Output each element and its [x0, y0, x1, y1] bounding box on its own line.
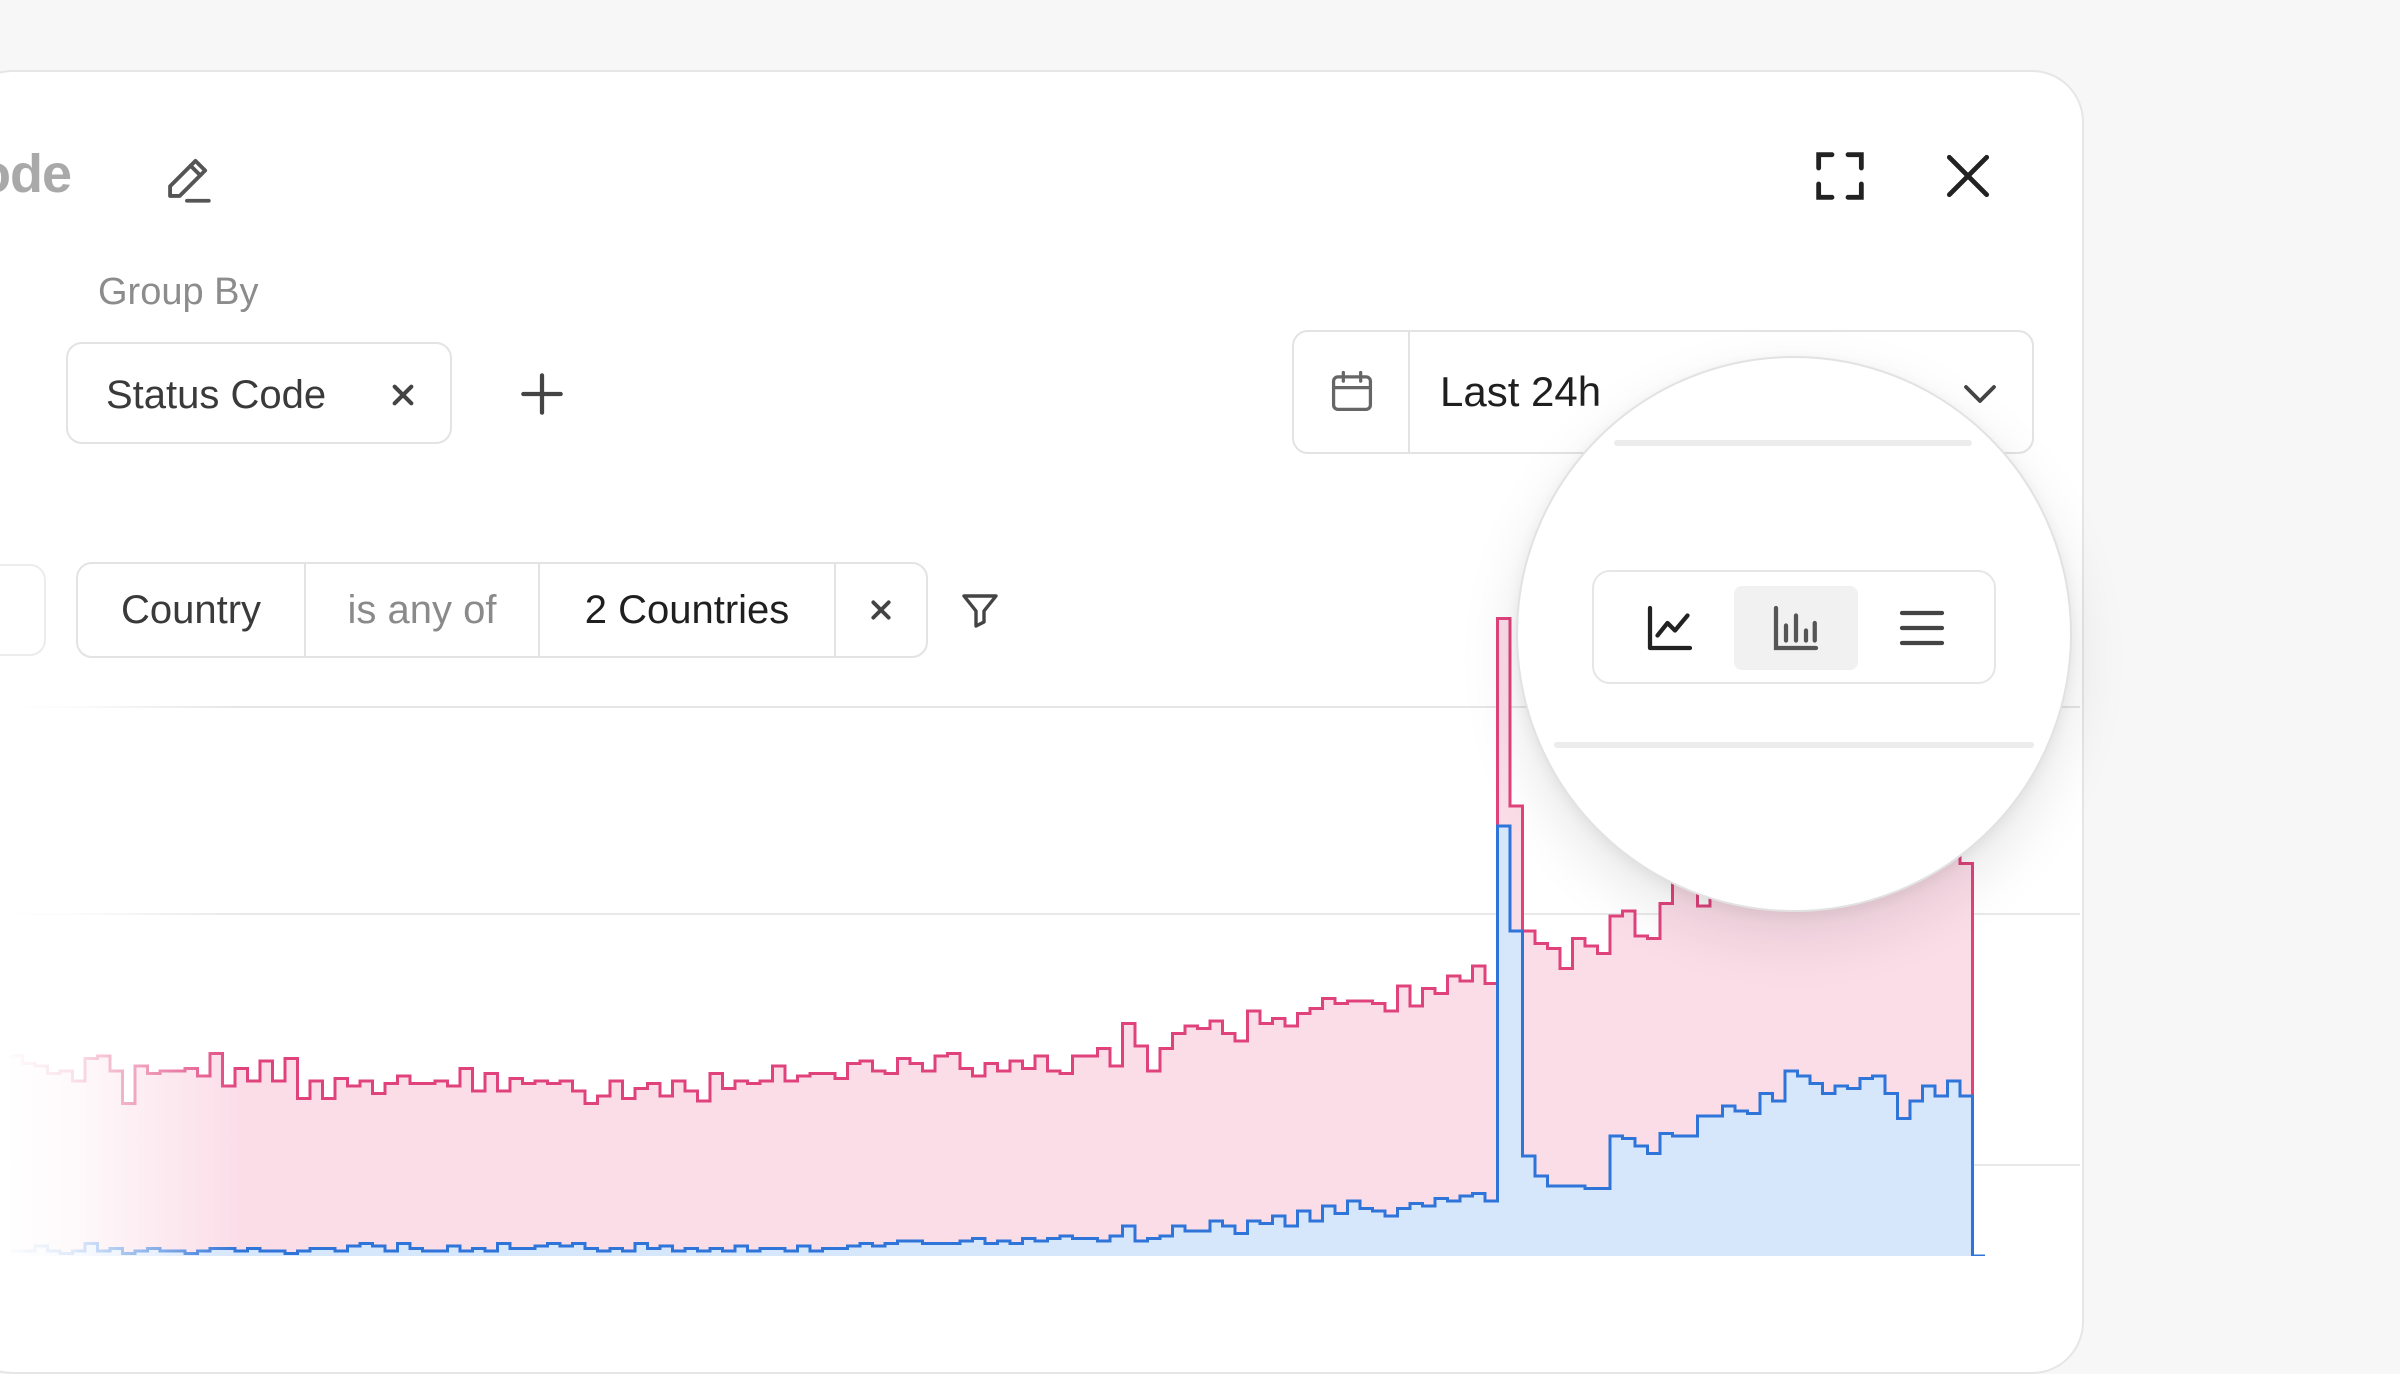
funnel-icon — [962, 594, 998, 628]
list-icon — [1899, 610, 1945, 646]
edit-title-button[interactable] — [158, 150, 216, 208]
close-icon — [1946, 154, 1990, 198]
page-title: ode — [0, 144, 72, 204]
magnifier-divider — [1554, 742, 2034, 748]
series-b-fill — [10, 826, 1985, 1256]
add-group-button[interactable] — [510, 362, 574, 426]
close-icon — [392, 384, 414, 406]
remove-group-button[interactable] — [378, 370, 428, 420]
chevron-down-icon — [1964, 385, 1996, 403]
magnifier-callout — [1516, 356, 2072, 912]
calendar-icon — [1331, 370, 1373, 411]
group-by-chip: Status Code — [66, 342, 452, 444]
date-range-icon-cell — [1294, 332, 1410, 452]
section-divider — [0, 706, 2080, 708]
series-a-fill — [10, 618, 1985, 1256]
magnifier-divider — [1614, 440, 1972, 446]
previous-filter-button[interactable] — [0, 564, 46, 656]
line-chart-icon — [1647, 605, 1693, 651]
group-by-label: Group By — [98, 271, 259, 313]
date-range-value: Last 24h — [1440, 368, 1602, 415]
bar-view-button[interactable] — [1734, 586, 1858, 670]
remove-filter-button[interactable] — [836, 564, 926, 656]
group-by-chip-label: Status Code — [106, 373, 327, 417]
close-icon — [871, 600, 891, 620]
list-view-button[interactable] — [1860, 586, 1984, 670]
view-toggle — [1592, 570, 1996, 684]
close-button[interactable] — [1936, 144, 2000, 208]
series-a-line — [10, 617, 1985, 1256]
bar-chart-icon — [1773, 605, 1819, 651]
filter-pill: Country is any of 2 Countries — [76, 562, 928, 658]
line-view-button[interactable] — [1608, 586, 1732, 670]
plus-icon — [521, 373, 563, 415]
fullscreen-button[interactable] — [1808, 144, 1872, 208]
add-filter-button[interactable] — [956, 586, 1004, 634]
pencil-icon — [168, 158, 211, 203]
filter-field[interactable]: Country — [78, 564, 306, 656]
expand-icon — [1816, 152, 1864, 200]
histogram-chart — [0, 617, 2080, 1256]
filter-operator[interactable]: is any of — [306, 564, 540, 656]
series-b-line — [10, 824, 1985, 1256]
filter-value[interactable]: 2 Countries — [540, 564, 836, 656]
